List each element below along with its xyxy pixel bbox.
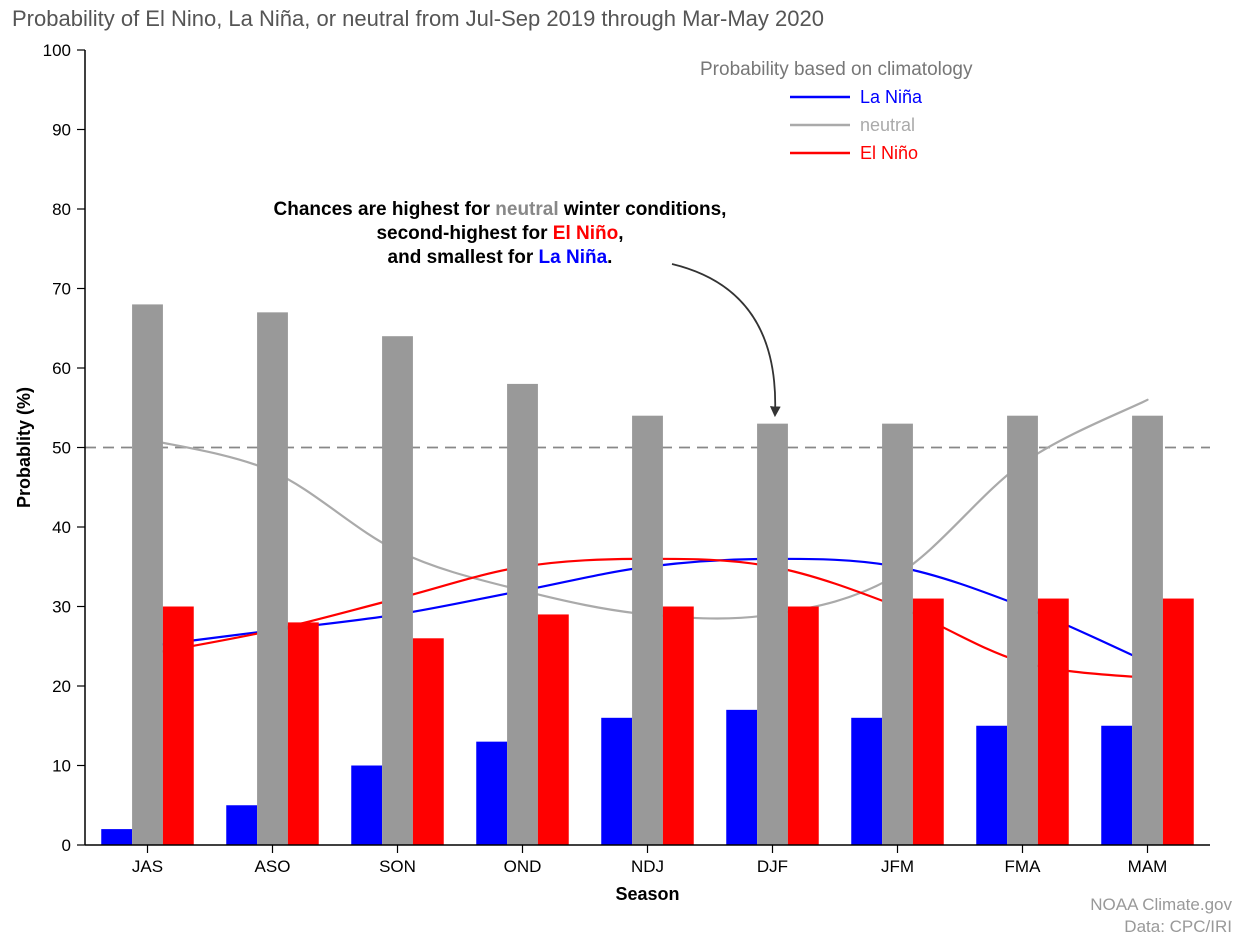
annotation-line-1: second-highest for El Niño, bbox=[376, 223, 623, 244]
bar-elnio-SON bbox=[413, 638, 444, 845]
bar-neutral-JFM bbox=[882, 424, 913, 845]
legend-label: neutral bbox=[860, 115, 915, 135]
x-tick-label: MAM bbox=[1128, 857, 1168, 876]
y-axis-label: Probablity (%) bbox=[14, 387, 34, 508]
y-tick-label: 100 bbox=[43, 41, 71, 60]
x-tick-label: DJF bbox=[757, 857, 788, 876]
x-tick-label: SON bbox=[379, 857, 416, 876]
y-tick-label: 80 bbox=[52, 200, 71, 219]
bar-lania-JFM bbox=[851, 718, 882, 845]
enso-probability-chart: Probability of El Nino, La Niña, or neut… bbox=[0, 0, 1240, 950]
bar-lania-DJF bbox=[726, 710, 757, 845]
bar-elnio-ASO bbox=[288, 622, 319, 845]
bar-neutral-FMA bbox=[1007, 416, 1038, 845]
y-tick-label: 0 bbox=[62, 836, 71, 855]
y-tick-label: 70 bbox=[52, 280, 71, 299]
x-axis-label: Season bbox=[615, 884, 679, 904]
annotation-arrow bbox=[672, 264, 775, 415]
credit-data: Data: CPC/IRI bbox=[1124, 917, 1232, 936]
credit-source: NOAA Climate.gov bbox=[1090, 895, 1232, 914]
bar-neutral-NDJ bbox=[632, 416, 663, 845]
y-tick-label: 40 bbox=[52, 518, 71, 537]
y-tick-label: 50 bbox=[52, 439, 71, 458]
bar-elnio-MAM bbox=[1163, 599, 1194, 845]
bar-elnio-FMA bbox=[1038, 599, 1069, 845]
x-tick-label: ASO bbox=[255, 857, 291, 876]
bar-lania-NDJ bbox=[601, 718, 632, 845]
chart-title: Probability of El Nino, La Niña, or neut… bbox=[12, 6, 824, 31]
bar-elnio-JAS bbox=[163, 607, 194, 846]
x-tick-label: OND bbox=[504, 857, 542, 876]
y-tick-label: 90 bbox=[52, 121, 71, 140]
annotation-line-0: Chances are highest for neutral winter c… bbox=[274, 199, 727, 220]
x-tick-label: JAS bbox=[132, 857, 163, 876]
bar-elnio-DJF bbox=[788, 607, 819, 846]
bar-neutral-MAM bbox=[1132, 416, 1163, 845]
legend-label: La Niña bbox=[860, 87, 923, 107]
bar-elnio-NDJ bbox=[663, 607, 694, 846]
x-tick-label: FMA bbox=[1005, 857, 1042, 876]
bar-neutral-OND bbox=[507, 384, 538, 845]
y-tick-label: 30 bbox=[52, 598, 71, 617]
legend-label: El Niño bbox=[860, 143, 918, 163]
bar-lania-SON bbox=[351, 766, 382, 846]
bar-lania-OND bbox=[476, 742, 507, 845]
legend-title: Probability based on climatology bbox=[700, 59, 973, 80]
bar-lania-ASO bbox=[226, 805, 257, 845]
chart-svg: Probability of El Nino, La Niña, or neut… bbox=[0, 0, 1240, 950]
y-tick-label: 20 bbox=[52, 677, 71, 696]
y-tick-label: 60 bbox=[52, 359, 71, 378]
bar-neutral-SON bbox=[382, 336, 413, 845]
bar-elnio-JFM bbox=[913, 599, 944, 845]
x-tick-label: JFM bbox=[881, 857, 914, 876]
bar-lania-MAM bbox=[1101, 726, 1132, 845]
bar-neutral-JAS bbox=[132, 304, 163, 845]
annotation-line-2: and smallest for La Niña. bbox=[388, 247, 613, 268]
bar-neutral-ASO bbox=[257, 312, 288, 845]
bar-lania-JAS bbox=[101, 829, 132, 845]
bar-elnio-OND bbox=[538, 614, 569, 845]
bar-neutral-DJF bbox=[757, 424, 788, 845]
y-tick-label: 10 bbox=[52, 757, 71, 776]
x-tick-label: NDJ bbox=[631, 857, 664, 876]
bar-lania-FMA bbox=[976, 726, 1007, 845]
